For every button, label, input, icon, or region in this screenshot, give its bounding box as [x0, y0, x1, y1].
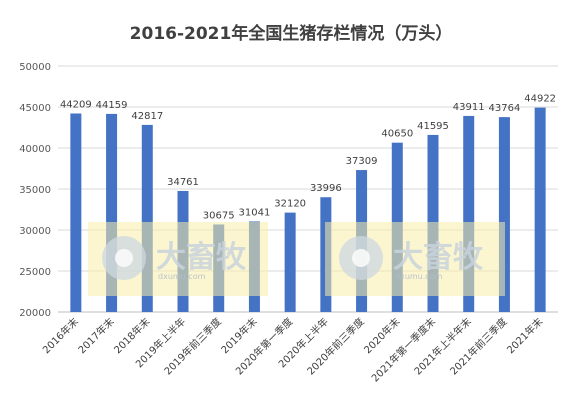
watermark: 大畜牧 dxumu.com [88, 222, 268, 296]
data-label: 30675 [203, 210, 235, 221]
data-label: 41595 [417, 121, 449, 132]
y-tick-label: 45000 [19, 103, 51, 114]
data-label: 43911 [453, 102, 485, 113]
x-axis-ticks: 2016年末2017年末2018年末2019年上半年2019年前三季度2019年… [40, 315, 546, 385]
x-tick-label: 2016年末 [40, 315, 81, 356]
data-label: 34761 [167, 177, 199, 188]
x-tick-label: 2021年第一季度末 [369, 315, 439, 385]
watermark: 大畜牧 dxumu.com [325, 222, 505, 296]
watermark-subtext: dxumu.com [395, 272, 443, 281]
watermark-text: 大畜牧 [393, 240, 483, 275]
y-tick-label: 25000 [19, 267, 51, 278]
data-label: 32120 [274, 199, 306, 210]
bar [141, 124, 153, 312]
watermark-logo-icon [339, 236, 383, 280]
x-tick-label: 2017年末 [75, 315, 116, 356]
data-label: 37309 [346, 156, 378, 167]
bar [463, 115, 475, 312]
chart-title: 2016-2021年全国生猪存栏情况（万头） [129, 24, 453, 44]
watermark-subtext: dxumu.com [158, 272, 206, 281]
data-label: 31041 [239, 207, 271, 218]
y-tick-label: 20000 [19, 308, 51, 319]
y-axis-ticks: 20000 25000 30000 35000 40000 45000 50000 [19, 62, 51, 319]
data-label: 44209 [60, 99, 92, 110]
bar [534, 107, 546, 312]
data-label: 42817 [131, 111, 163, 122]
data-label: 44159 [96, 100, 128, 111]
watermark-text: 大畜牧 [156, 240, 246, 275]
x-tick-label: 2021年前三季度 [447, 315, 510, 378]
y-tick-label: 30000 [19, 226, 51, 237]
x-tick-label: 2019年前三季度 [161, 315, 224, 378]
y-tick-label: 40000 [19, 144, 51, 155]
bar [70, 113, 82, 312]
x-tick-label: 2021年末 [504, 315, 545, 356]
data-label: 44922 [524, 94, 556, 105]
data-label: 33996 [310, 183, 342, 194]
bar [284, 212, 296, 312]
watermark-logo-icon [102, 236, 146, 280]
data-label: 43764 [489, 103, 521, 114]
y-tick-label: 35000 [19, 185, 51, 196]
x-tick-label: 2020年前三季度 [304, 315, 367, 378]
data-label: 40650 [381, 129, 413, 140]
y-tick-label: 50000 [19, 62, 51, 73]
bar [106, 113, 118, 312]
bar [498, 117, 510, 313]
